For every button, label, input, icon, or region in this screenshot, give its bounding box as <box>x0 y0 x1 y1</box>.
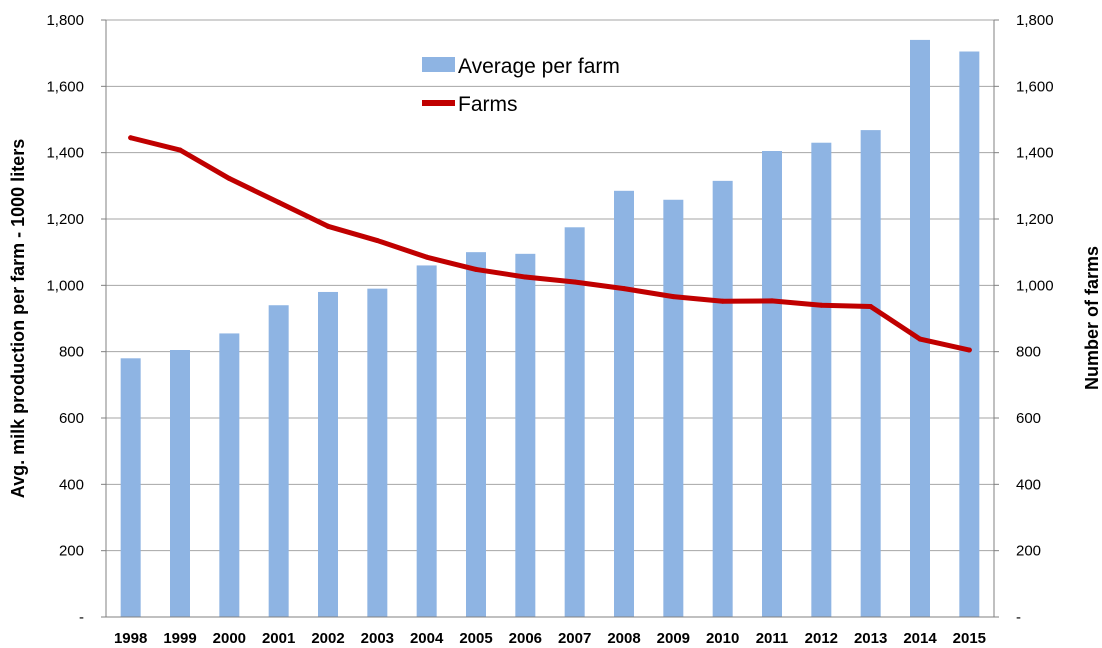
legend-label-average-per-farm: Average per farm <box>458 55 620 78</box>
x-tick-label-2000: 2000 <box>213 630 246 647</box>
bar-2005 <box>466 252 486 617</box>
y-left-tick-label: 1,600 <box>46 78 84 95</box>
y-left-tick-label: 1,800 <box>46 12 84 29</box>
farms-point-2003 <box>374 238 380 244</box>
farms-point-2006 <box>522 274 528 280</box>
x-tick-label-2012: 2012 <box>805 630 838 647</box>
gridlines <box>106 19 994 552</box>
y-right-tick-label: 1,000 <box>1016 277 1054 294</box>
bar-2008 <box>614 190 634 617</box>
x-tick-label-2004: 2004 <box>410 630 444 647</box>
bar-2001 <box>268 305 289 617</box>
y-right-tick-label: 1,600 <box>1016 78 1054 95</box>
bar-1998 <box>120 358 141 617</box>
x-tick-label-2001: 2001 <box>262 630 295 647</box>
x-tick-label-2014: 2014 <box>903 630 937 647</box>
y-right-tick-label: 800 <box>1016 344 1041 361</box>
farms-point-2013 <box>868 304 874 310</box>
y-left-tick-label: 200 <box>59 543 84 560</box>
y-left-tick-label: 1,200 <box>46 211 84 228</box>
x-tick-label-2003: 2003 <box>361 630 394 647</box>
bar-2013 <box>860 130 881 617</box>
y-left-tick-label: 600 <box>59 410 84 427</box>
farms-point-2010 <box>720 298 726 304</box>
y-left-tick-label: 800 <box>59 344 84 361</box>
farms-point-2014 <box>917 336 923 342</box>
legend-label-farms: Farms <box>458 93 518 116</box>
bar-2011 <box>762 151 782 617</box>
bar-2007 <box>564 227 585 617</box>
x-tick-label-1999: 1999 <box>163 630 196 647</box>
y-left-tick-label: 400 <box>59 476 84 493</box>
farms-point-2004 <box>424 254 430 260</box>
x-tick-label-2009: 2009 <box>657 630 690 647</box>
farms-point-2005 <box>473 266 479 272</box>
line-series-farms <box>128 135 972 353</box>
legend: Average per farm Farms <box>422 55 620 116</box>
farms-point-2011 <box>769 298 775 304</box>
y-right-tick-label: 1,400 <box>1016 145 1054 162</box>
farms-point-2009 <box>670 294 676 300</box>
farms-point-2007 <box>572 279 578 285</box>
bar-2012 <box>811 142 832 617</box>
bar-2004 <box>416 265 437 617</box>
y-right-tick-label: 1,200 <box>1016 211 1054 228</box>
x-tick-label-2007: 2007 <box>558 630 591 647</box>
x-tick-label-2013: 2013 <box>854 630 887 647</box>
x-tick-label-2008: 2008 <box>607 630 640 647</box>
x-tick-label-1998: 1998 <box>114 630 147 647</box>
y-right-tick-label: 400 <box>1016 476 1041 493</box>
bar-series-average-per-farm <box>120 39 980 617</box>
y-right-tick-label: 1,800 <box>1016 12 1054 29</box>
y-right-tick-label: 200 <box>1016 543 1041 560</box>
y-axis-right-title: Number of farms <box>1082 246 1102 390</box>
farms-point-1998 <box>128 135 134 141</box>
y-left-tick-label: 1,000 <box>46 277 84 294</box>
farms-point-1999 <box>177 147 183 153</box>
x-tick-label-2002: 2002 <box>311 630 344 647</box>
bar-2000 <box>219 333 240 617</box>
farms-line <box>128 135 972 353</box>
farms-point-2012 <box>818 302 824 308</box>
y-right-tick-label: - <box>1016 609 1021 626</box>
farms-point-2000 <box>226 176 232 182</box>
axes: - 200 400 600 800 1,000 1,200 1,400 1,600 1,800 - 2… <box>46 12 1053 647</box>
bar-2015 <box>959 51 980 617</box>
farms-point-2015 <box>966 347 972 353</box>
y-axis-left-title: Avg. milk production per farm - 1000 lit… <box>8 139 28 498</box>
x-tick-label-2011: 2011 <box>756 630 789 647</box>
y-left-tick-label: - <box>79 609 84 626</box>
bar-2010 <box>712 180 733 617</box>
bar-2003 <box>367 288 388 617</box>
farms-point-2002 <box>325 223 331 229</box>
x-tick-label-2006: 2006 <box>509 630 542 647</box>
farms-point-2008 <box>621 286 627 292</box>
y-left-tick-label: 1,400 <box>46 145 84 162</box>
bar-2006 <box>515 253 536 617</box>
y-right-tick-label: 600 <box>1016 410 1041 427</box>
bar-2002 <box>318 291 338 617</box>
bar-1999 <box>170 350 190 617</box>
x-tick-label-2010: 2010 <box>706 630 739 647</box>
x-tick-label-2015: 2015 <box>953 630 986 647</box>
bar-2014 <box>910 39 930 617</box>
farms-point-2001 <box>276 199 282 205</box>
legend-swatch-average-per-farm <box>422 57 455 72</box>
x-tick-label-2005: 2005 <box>459 630 492 647</box>
bar-2009 <box>663 199 684 617</box>
